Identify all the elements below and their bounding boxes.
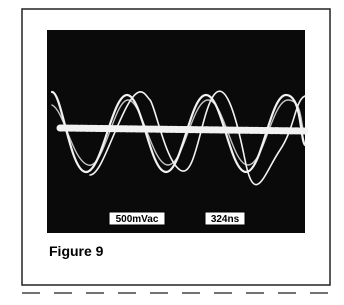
scope-label: 324ns [211,214,240,225]
scope-label: 500mVac [116,214,159,225]
baseline-noise [60,128,305,131]
page: 500mVac 324ns Figure 9 [0,0,344,300]
figure-caption: Figure 9 [49,243,104,259]
